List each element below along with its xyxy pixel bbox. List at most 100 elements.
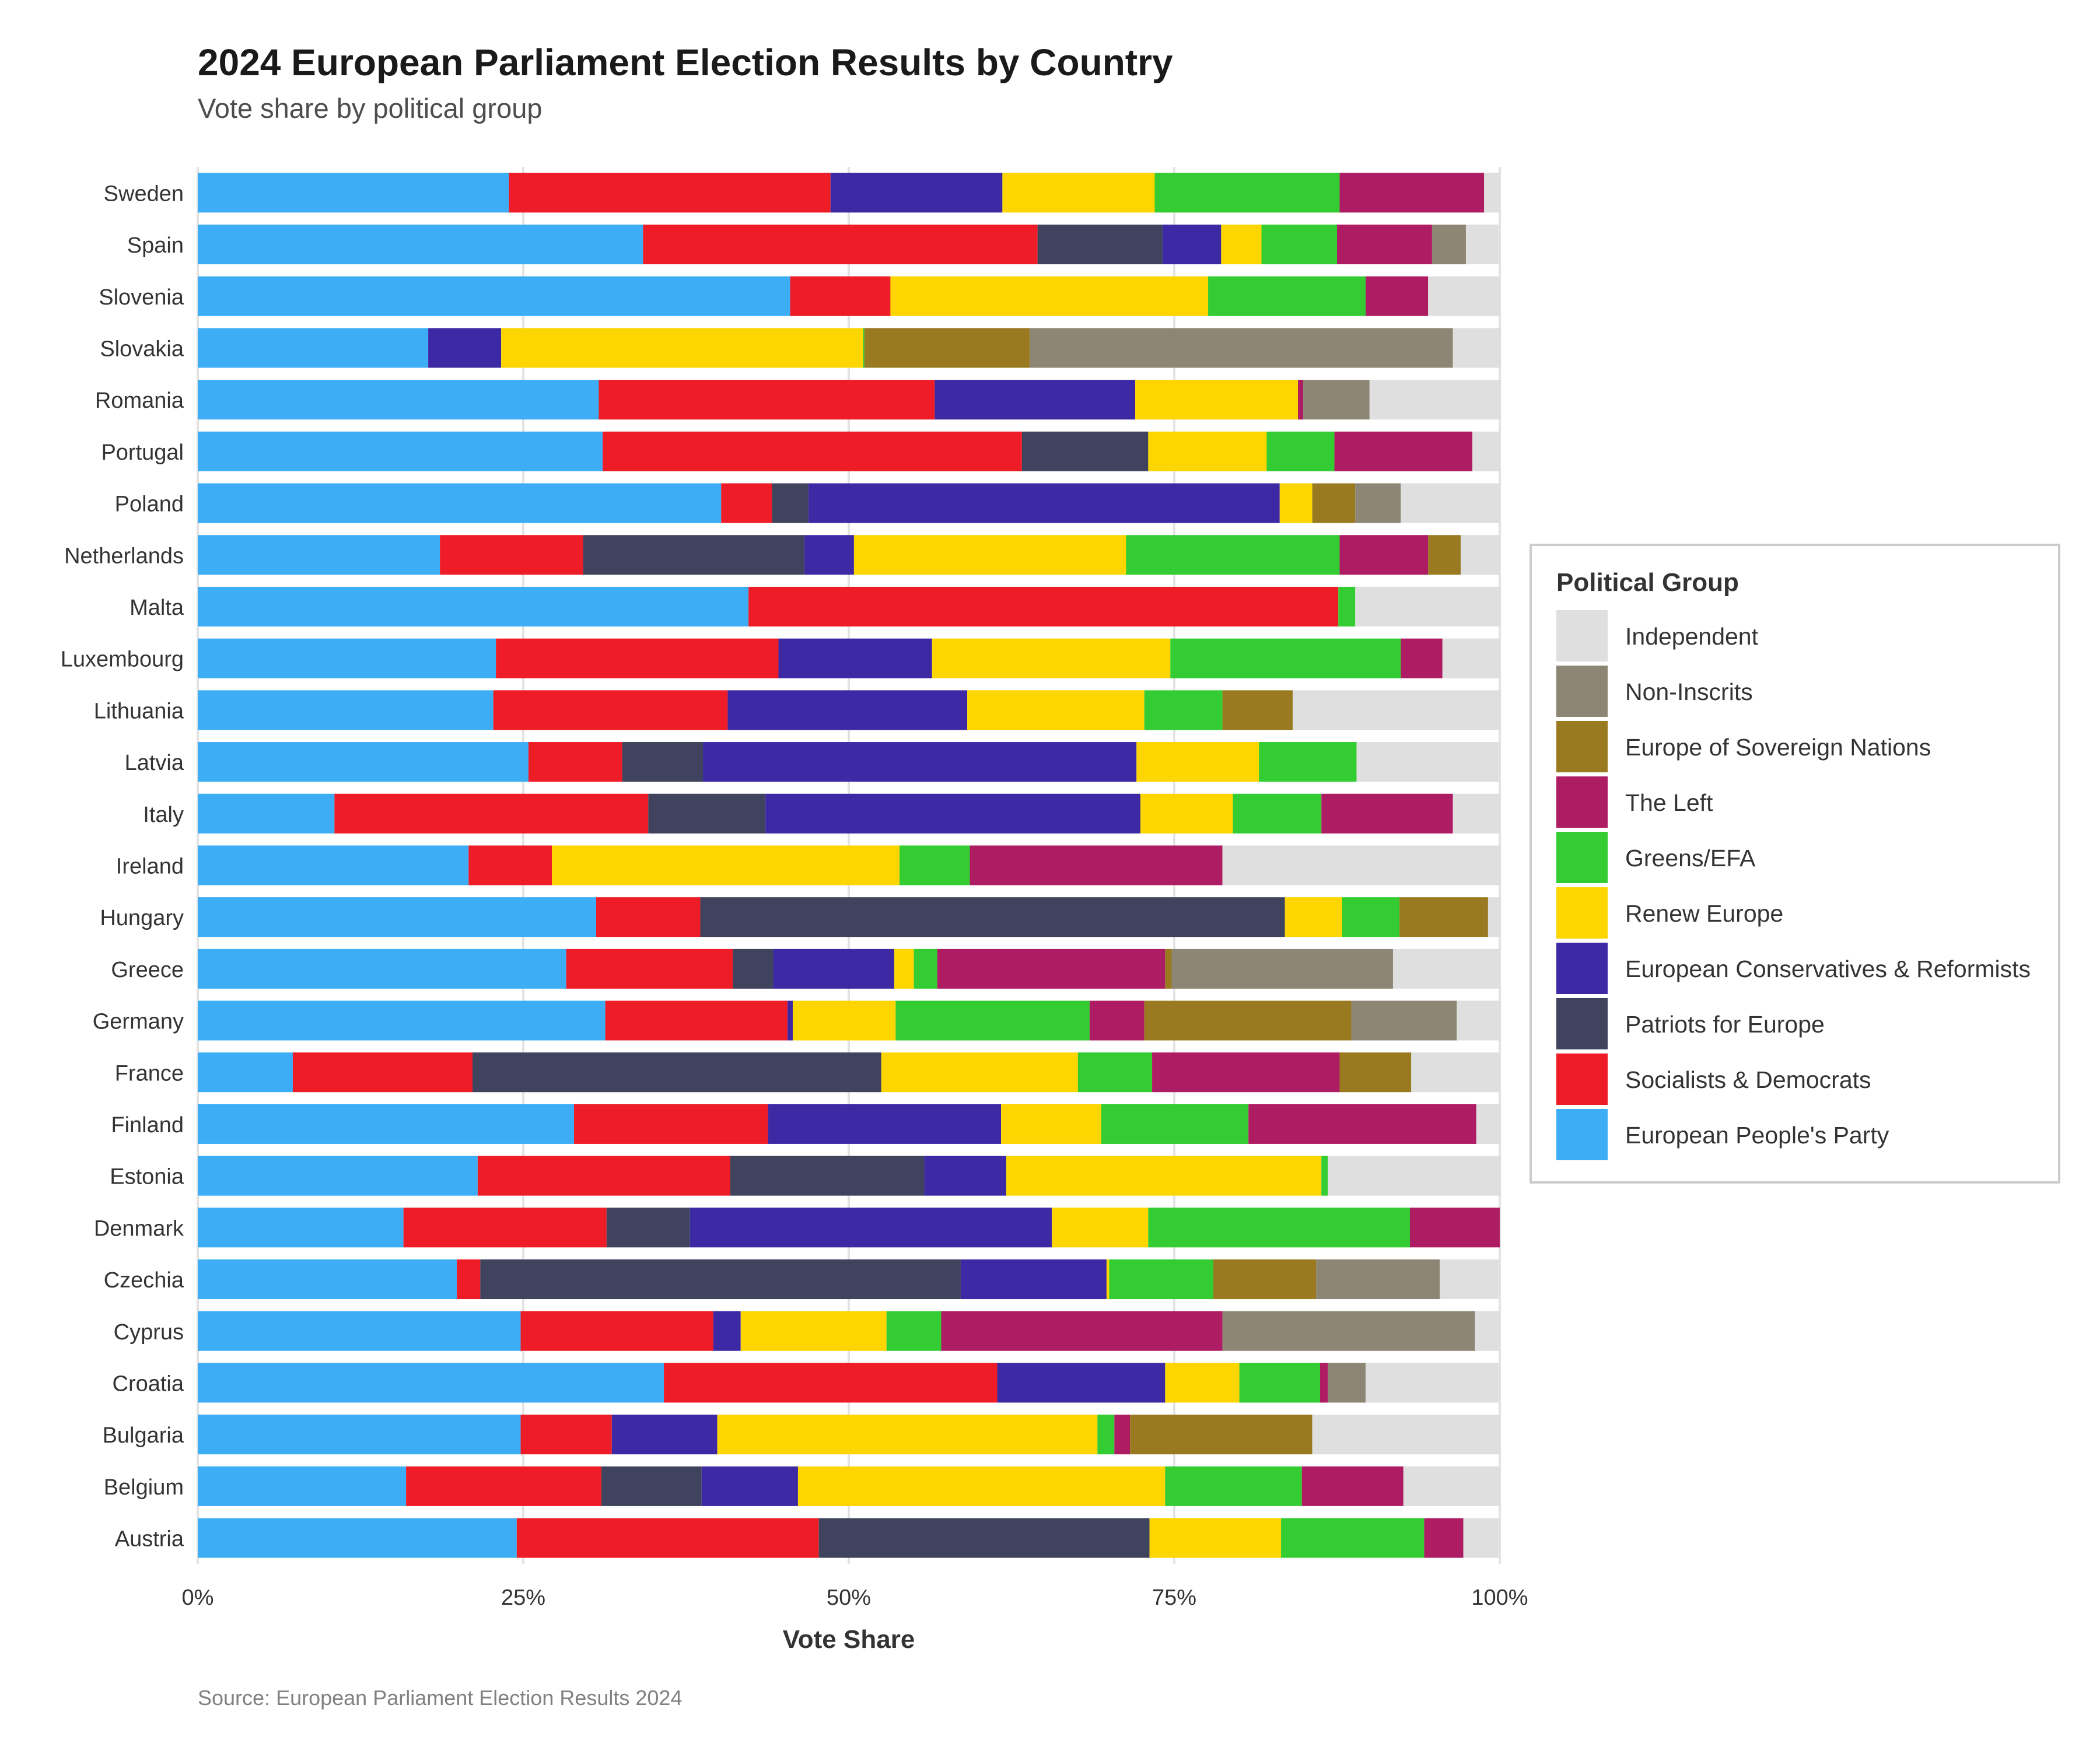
x-tick-label: 100% <box>1471 1586 1528 1610</box>
bar-segment: Portugal – Patriots for Europe: 9.7% <box>1021 431 1149 471</box>
bar-segment: Denmark – Renew Europe: 7.4% <box>1052 1208 1149 1248</box>
bar-segment: Czechia – Patriots for Europe: 36.9% <box>480 1259 961 1300</box>
bar-segment: Latvia – Renew Europe: 9.4% <box>1136 742 1259 782</box>
bar-segment: Luxembourg – The Left: 3.2% <box>1401 638 1443 678</box>
bar-segment: Austria – Patriots for Europe: 25.4% <box>818 1518 1150 1558</box>
bar-segment: Slovakia – European People's Party: 17.7… <box>198 328 429 368</box>
bar-segment: France – Patriots for Europe: 31.4% <box>472 1052 881 1093</box>
bar-segment: Luxembourg – Renew Europe: 18.3% <box>932 638 1171 678</box>
bar-segment: Belgium – European People's Party: 16% <box>198 1466 407 1506</box>
bar-segment: Germany – Europe of Sovereign Nations: 1… <box>1144 1000 1352 1041</box>
y-tick-label: Poland <box>115 492 184 517</box>
x-axis-ticks: 0% 25% 50% 75% 100% <box>182 1586 1528 1610</box>
bar-segment: Germany – Renew Europe: 7.9% <box>793 1000 896 1041</box>
bar-segment: Estonia – Independent: 13.3% <box>1328 1156 1502 1196</box>
bar-segment: Greece – Non-Inscrits: 17% <box>1171 949 1393 989</box>
bar-segment: Estonia – Patriots for Europe: 14.9% <box>730 1156 925 1196</box>
bar-segment: Greece – Patriots for Europe: 3.1% <box>733 949 774 989</box>
bar-segment: Cyprus – European People's Party: 24.8% <box>198 1311 521 1351</box>
bar-segment: Latvia – European Conservatives & Reform… <box>703 742 1137 782</box>
legend-swatch <box>1556 721 1608 772</box>
bar-segment: Denmark – European Conservatives & Refor… <box>690 1208 1052 1248</box>
bar-segment: Cyprus – Independent: 1.9% <box>1475 1311 1500 1351</box>
bar-segment: Belgium – The Left: 7.8% <box>1301 1466 1404 1506</box>
bar-segment: Finland – European People's Party: 28.9% <box>198 1104 575 1144</box>
bar-segment: Belgium – European Conservatives & Refor… <box>701 1466 798 1506</box>
legend-label: Patriots for Europe <box>1625 1011 1825 1038</box>
legend-item: European Conservatives & Reformists <box>1556 943 2035 996</box>
bar-segment: Hungary – Europe of Sovereign Nations: 6… <box>1399 897 1488 937</box>
bar-segment: Hungary – Socialists & Democrats: 8% <box>596 897 701 937</box>
bar-segment: Bulgaria – European People's Party: 24.8… <box>198 1415 521 1455</box>
y-tick-label: Italy <box>143 803 184 827</box>
legend-swatch <box>1556 610 1608 662</box>
bar-segment: Malta – Greens/EFA: 1.3% <box>1338 586 1356 626</box>
y-tick-label: France <box>115 1061 184 1086</box>
bar-segment: Bulgaria – Independent: 14.4% <box>1312 1415 1500 1455</box>
bar-segment: Finland – The Left: 17.5% <box>1248 1104 1476 1144</box>
bar-segment: Cyprus – The Left: 21.6% <box>941 1311 1223 1351</box>
bar-segment: Sweden – European People's Party: 23.9% <box>198 173 509 213</box>
bar-segment: Portugal – Renew Europe: 9.1% <box>1148 431 1267 471</box>
legend-swatch <box>1556 943 1608 994</box>
legend-swatch <box>1556 776 1608 828</box>
bar-segment: Ireland – The Left: 19.4% <box>970 845 1223 886</box>
bar-segment: Czechia – Independent: 4.5% <box>1440 1259 1499 1300</box>
bar-segment: Croatia – European Conservatives & Refor… <box>997 1363 1166 1403</box>
bar-segment: Bulgaria – Greens/EFA: 1.3% <box>1097 1415 1115 1455</box>
bar-segment: Romania – European People's Party: 30.8% <box>198 380 599 420</box>
bar-segment: Austria – The Left: 3% <box>1424 1518 1464 1558</box>
bar-segment: Bulgaria – Europe of Sovereign Nations: … <box>1130 1415 1312 1455</box>
chart-subtitle: Vote share by political group <box>198 93 542 124</box>
legend-item: The Left <box>1556 776 2035 830</box>
legend-label: Europe of Sovereign Nations <box>1625 734 1931 761</box>
bar-segment: Austria – Renew Europe: 10.1% <box>1149 1518 1282 1558</box>
bar-segment: Malta – Independent: 11.2% <box>1355 586 1502 626</box>
bar-segment: Estonia – Socialists & Democrats: 19.4% <box>477 1156 730 1196</box>
bar-segment: Spain – Renew Europe: 3.1% <box>1221 225 1262 265</box>
bar-segment: Greece – The Left: 17.5% <box>937 949 1166 989</box>
bar-segment: Netherlands – Independent: 3% <box>1461 535 1500 575</box>
bar-segment: Croatia – Non-Inscrits: 2.9% <box>1328 1363 1366 1403</box>
bar-segment: Spain – European Conservatives & Reformi… <box>1162 225 1222 265</box>
bar-segment: Poland – Renew Europe: 2.5% <box>1279 483 1312 523</box>
bar-segment: Germany – Socialists & Democrats: 14% <box>605 1000 788 1041</box>
bar-segment: Ireland – Greens/EFA: 5.4% <box>900 845 970 886</box>
bar-segment: Belgium – Socialists & Democrats: 15% <box>406 1466 601 1506</box>
legend-item: Greens/EFA <box>1556 832 2035 886</box>
legend-label: Independent <box>1625 623 1759 650</box>
bar-segment: Sweden – Greens/EFA: 14.2% <box>1154 173 1340 213</box>
bar-segment: Finland – European Conservatives & Refor… <box>768 1104 1002 1144</box>
bar-segment: Spain – Independent: 2.5% <box>1465 225 1499 265</box>
y-tick-label: Latvia <box>125 751 184 775</box>
bar-segment: Bulgaria – Socialists & Democrats: 7% <box>520 1415 612 1455</box>
y-tick-label: Ireland <box>116 854 184 878</box>
legend-label: Non-Inscrits <box>1625 678 1753 705</box>
y-tick-label: Slovenia <box>99 285 184 310</box>
legend-swatch <box>1556 1109 1608 1160</box>
bar-segment: Finland – Independent: 1.9% <box>1476 1104 1502 1144</box>
bar-segment: Latvia – Independent: 10.9% <box>1356 742 1499 782</box>
bar-segment: Croatia – Renew Europe: 5.7% <box>1165 1363 1240 1403</box>
y-tick-label: Germany <box>93 1010 184 1034</box>
legend-label: Renew Europe <box>1625 900 1784 927</box>
bar-segment: Germany – European Conservatives & Refor… <box>788 1000 793 1041</box>
bar-segment: Romania – Socialists & Democrats: 25.8% <box>598 380 935 420</box>
bar-segment: Luxembourg – Independent: 4.4% <box>1442 638 1500 678</box>
y-tick-label: Sweden <box>104 181 184 206</box>
bar-segment: Spain – The Left: 7.3% <box>1337 225 1432 265</box>
bar-segment: Romania – Renew Europe: 12.5% <box>1135 380 1298 420</box>
x-tick-label: 50% <box>827 1586 871 1610</box>
bar-segment: Hungary – Independent: 1% <box>1488 897 1502 937</box>
bar-segment: Lithuania – Europe of Sovereign Nations:… <box>1222 690 1293 730</box>
bar-segment: Lithuania – European Conservatives & Ref… <box>727 690 968 730</box>
y-tick-label: Czechia <box>104 1268 184 1293</box>
bar-segment: Poland – Patriots for Europe: 2.8% <box>772 483 808 523</box>
x-tick-label: 25% <box>501 1586 545 1610</box>
bar-segment: Netherlands – Socialists & Democrats: 11… <box>440 535 583 575</box>
bar-segment: Germany – European People's Party: 31.3% <box>198 1000 606 1041</box>
bar-segment: Latvia – Patriots for Europe: 6.2% <box>622 742 704 782</box>
bar-segment: Malta – Socialists & Democrats: 45.3% <box>748 586 1339 626</box>
bar-segment: Greece – European Conservatives & Reform… <box>773 949 895 989</box>
